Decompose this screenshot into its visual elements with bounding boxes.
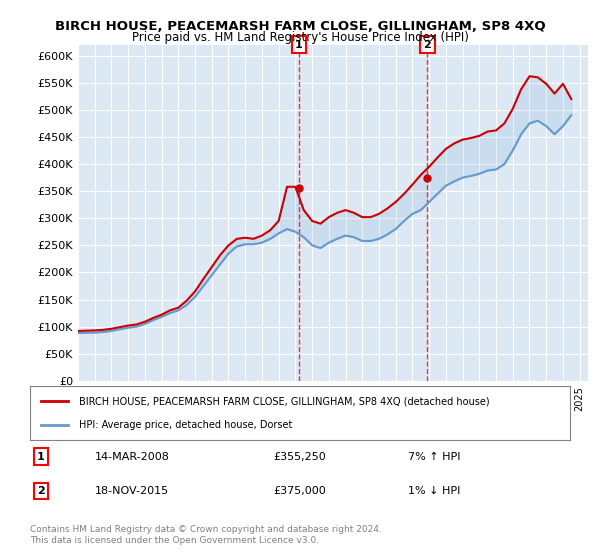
Text: £355,250: £355,250 — [273, 451, 326, 461]
Text: 18-NOV-2015: 18-NOV-2015 — [95, 486, 169, 496]
Text: 7% ↑ HPI: 7% ↑ HPI — [408, 451, 461, 461]
Text: BIRCH HOUSE, PEACEMARSH FARM CLOSE, GILLINGHAM, SP8 4XQ (detached house): BIRCH HOUSE, PEACEMARSH FARM CLOSE, GILL… — [79, 396, 489, 407]
Text: HPI: Average price, detached house, Dorset: HPI: Average price, detached house, Dors… — [79, 419, 292, 430]
Text: 2: 2 — [424, 40, 431, 50]
Text: 14-MAR-2008: 14-MAR-2008 — [95, 451, 170, 461]
Text: 1: 1 — [295, 40, 302, 50]
Text: BIRCH HOUSE, PEACEMARSH FARM CLOSE, GILLINGHAM, SP8 4XQ: BIRCH HOUSE, PEACEMARSH FARM CLOSE, GILL… — [55, 20, 545, 32]
Text: 2: 2 — [37, 486, 44, 496]
Text: £375,000: £375,000 — [273, 486, 326, 496]
Text: Contains HM Land Registry data © Crown copyright and database right 2024.
This d: Contains HM Land Registry data © Crown c… — [30, 525, 382, 545]
Text: Price paid vs. HM Land Registry's House Price Index (HPI): Price paid vs. HM Land Registry's House … — [131, 31, 469, 44]
Text: 1: 1 — [37, 451, 44, 461]
Text: 1% ↓ HPI: 1% ↓ HPI — [408, 486, 460, 496]
